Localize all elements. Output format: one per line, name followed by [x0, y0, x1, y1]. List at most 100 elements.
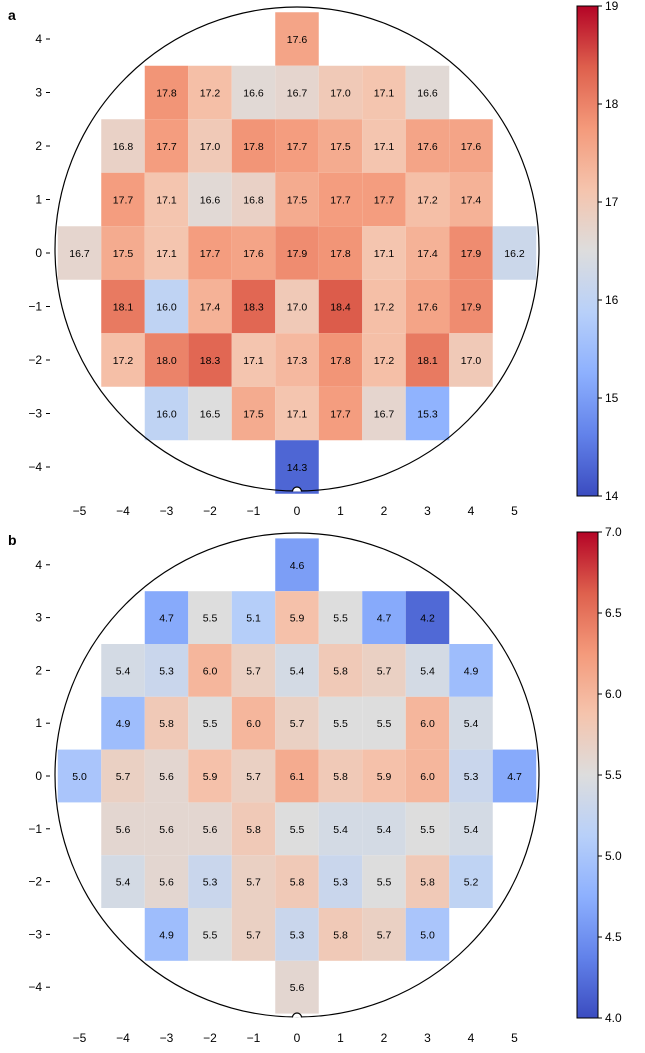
cell-value-label: 5.0	[72, 771, 87, 783]
cell-value-label: 5.6	[159, 824, 174, 836]
cell-value-label: 6.1	[290, 771, 305, 783]
cell-value-label: 17.5	[243, 409, 264, 421]
cell-value-label: 5.9	[290, 613, 305, 625]
heatmap-cell	[405, 749, 450, 803]
heatmap-cell	[405, 172, 450, 227]
heatmap-cell	[275, 279, 319, 334]
cell-value-label: 18.3	[200, 355, 221, 367]
cell-value-label: 16.6	[417, 88, 438, 100]
y-tick-label: 2	[35, 663, 42, 677]
cell-value-label: 17.4	[200, 302, 221, 314]
cell-value-label: 18.3	[243, 302, 264, 314]
cell-value-label: 16.8	[243, 195, 264, 207]
cell-value-label: 17.6	[461, 141, 482, 153]
heatmap-cell	[188, 696, 232, 750]
heatmap-cell	[188, 172, 232, 227]
colorbar-tick-label: 4.5	[605, 930, 622, 944]
heatmap-cell	[362, 172, 406, 227]
heatmap-cell	[188, 226, 232, 280]
cell-value-label: 16.8	[113, 141, 134, 153]
heatmap-cell	[231, 802, 276, 856]
cell-value-label: 17.2	[113, 355, 134, 367]
y-tick-label: −3	[28, 927, 42, 941]
cell-value-label: 17.3	[287, 355, 308, 367]
heatmap-cell	[188, 119, 232, 173]
heatmap-cell	[275, 855, 319, 908]
heatmap-cell	[362, 908, 406, 961]
heatmap-cell	[231, 696, 276, 750]
cell-value-label: 5.7	[377, 929, 392, 941]
cell-value-label: 5.5	[420, 824, 435, 836]
heatmap-cell	[57, 749, 102, 803]
cell-value-label: 5.5	[377, 877, 392, 889]
x-tick-label: 3	[424, 504, 431, 518]
cell-value-label: 4.7	[507, 771, 522, 783]
cell-value-label: 5.7	[290, 718, 305, 730]
heatmap-cell	[231, 591, 276, 644]
heatmap-cell	[188, 644, 232, 697]
panel-b: b 4.6 4.7 5.5 5.1 5.9 5.5 4.7 4.2 5.4 5.3 6.0 5.7 5.4…	[8, 525, 622, 1045]
heatmap-cell	[449, 172, 493, 227]
cell-value-label: 5.3	[333, 877, 348, 889]
cell-value-label: 4.7	[377, 613, 392, 625]
panel-label: a	[8, 7, 16, 23]
heatmap-cell	[144, 802, 189, 856]
heatmap-cell	[318, 908, 363, 961]
cell-value-label: 17.1	[287, 409, 308, 421]
cell-value-label: 5.4	[420, 665, 435, 677]
cell-value-label: 5.6	[159, 877, 174, 889]
heatmap-cell	[405, 226, 450, 280]
panel-label: b	[8, 532, 17, 548]
heatmap-cell	[362, 386, 406, 441]
cell-value-label: 5.5	[203, 718, 218, 730]
heatmap-cell	[231, 119, 276, 173]
heatmap-cell	[275, 591, 319, 644]
heatmap-cell	[362, 65, 406, 120]
y-tick-label: −4	[28, 980, 42, 994]
heatmap-cell	[318, 279, 363, 334]
y-tick-label: 0	[35, 769, 42, 783]
heatmap-cell	[275, 65, 319, 120]
cell-value-label: 17.6	[287, 34, 308, 46]
cell-value-label: 17.4	[417, 248, 438, 260]
heatmap-cell	[362, 226, 406, 280]
heatmap-cell	[144, 749, 189, 803]
heatmap-cell	[188, 749, 232, 803]
cell-value-label: 17.0	[461, 355, 482, 367]
x-tick-label: 2	[381, 504, 388, 518]
cell-value-label: 4.9	[159, 929, 174, 941]
heatmap-cell	[449, 279, 493, 334]
cell-value-label: 6.0	[246, 718, 261, 730]
cell-value-label: 5.5	[333, 613, 348, 625]
heatmap-cell	[188, 333, 232, 387]
heatmap-cell	[362, 333, 406, 387]
heatmap-cell	[318, 749, 363, 803]
heatmap-cell	[405, 696, 450, 750]
cell-value-label: 5.4	[464, 718, 479, 730]
y-tick-label: −3	[28, 407, 42, 421]
cell-value-label: 18.1	[417, 355, 438, 367]
cell-value-label: 17.6	[243, 248, 264, 260]
x-tick-label: −2	[203, 504, 217, 518]
colorbar-tick-label: 5.0	[605, 849, 622, 863]
heatmap-cells: 4.6 4.7 5.5 5.1 5.9 5.5 4.7 4.2 5.4 5.3 6.0 5.7 5.4 5…	[57, 538, 537, 1014]
wafer-notch	[291, 1012, 303, 1018]
x-tick-label: 3	[424, 1031, 431, 1045]
heatmap-cell	[492, 226, 537, 280]
cell-value-label: 5.3	[290, 929, 305, 941]
x-tick-label: −4	[116, 504, 130, 518]
y-tick-label: −1	[28, 822, 42, 836]
heatmap-cell	[188, 908, 232, 961]
colorbar-tick-label: 14	[605, 489, 619, 503]
cell-value-label: 5.7	[246, 877, 261, 889]
heatmap-cell	[101, 749, 145, 803]
x-tick-label: 1	[337, 504, 344, 518]
heatmap-cell	[275, 333, 319, 387]
colorbar-gradient	[576, 5, 599, 497]
heatmap-cell	[188, 386, 232, 441]
cell-value-label: 17.7	[200, 248, 221, 260]
colorbar-tick-label: 19	[605, 0, 619, 13]
x-tick-label: −2	[203, 1031, 217, 1045]
heatmap-cell	[405, 279, 450, 334]
